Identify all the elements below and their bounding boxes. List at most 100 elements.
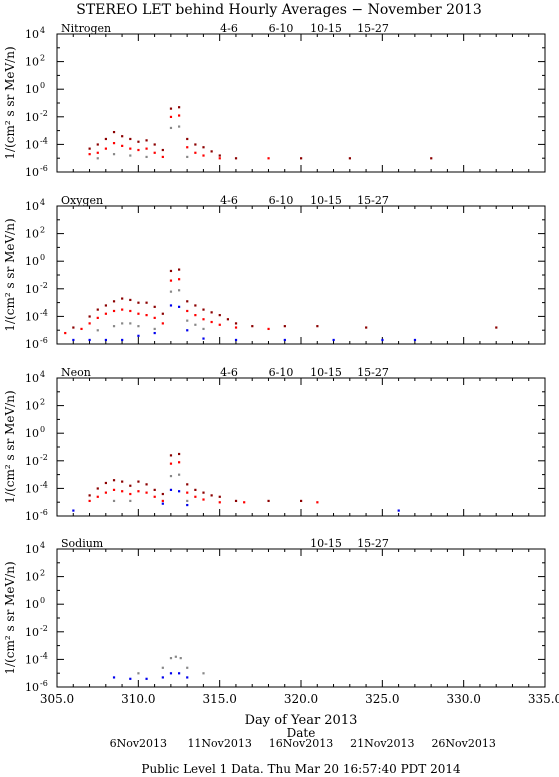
data-point-15-27 bbox=[161, 676, 164, 679]
data-point-6-10 bbox=[137, 312, 140, 315]
data-point-4-6 bbox=[112, 479, 116, 482]
y-tick-label-exponent: -4 bbox=[40, 651, 48, 660]
data-point-6-10 bbox=[161, 155, 164, 159]
data-point-10-15 bbox=[129, 154, 132, 157]
data-point-15-27 bbox=[104, 338, 107, 342]
element-name: Neon bbox=[61, 366, 91, 379]
data-point-4-6 bbox=[218, 314, 221, 317]
data-point-4-6 bbox=[137, 480, 140, 483]
data-point-4-6 bbox=[218, 495, 221, 498]
data-point-4-6 bbox=[365, 326, 368, 329]
data-point-10-15 bbox=[161, 666, 164, 669]
data-point-4-6 bbox=[153, 305, 156, 308]
data-point-4-6 bbox=[316, 325, 319, 328]
data-point-10-15 bbox=[186, 666, 189, 669]
data-point-10-15 bbox=[137, 672, 140, 675]
date-tick-label: 16Nov2013 bbox=[269, 737, 333, 750]
data-point-6-10 bbox=[112, 488, 116, 491]
data-point-4-6 bbox=[283, 325, 286, 328]
data-point-6-10 bbox=[129, 492, 132, 496]
data-point-4-6 bbox=[96, 308, 99, 311]
data-point-6-10 bbox=[194, 495, 197, 498]
y-tick-label-exponent: 2 bbox=[40, 569, 45, 578]
data-point-15-27 bbox=[137, 334, 140, 337]
legend-10-15: 10-15 bbox=[310, 366, 342, 379]
y-tick-label: 10 bbox=[25, 310, 39, 323]
data-point-4-6 bbox=[267, 499, 270, 503]
data-point-10-15 bbox=[186, 155, 189, 159]
data-point-4-6 bbox=[194, 488, 197, 491]
data-point-15-27 bbox=[72, 509, 75, 512]
data-point-4-6 bbox=[194, 304, 197, 307]
data-point-6-10 bbox=[178, 278, 181, 281]
data-point-4-6 bbox=[121, 135, 124, 138]
legend-6-10: 6-10 bbox=[269, 194, 294, 207]
y-tick-label-exponent: 2 bbox=[40, 54, 45, 63]
y-tick-label: 10 bbox=[25, 138, 39, 151]
data-point-6-10 bbox=[316, 501, 319, 504]
data-point-4-6 bbox=[96, 143, 99, 146]
data-point-4-6 bbox=[145, 139, 148, 142]
data-point-4-6 bbox=[178, 106, 181, 109]
data-point-10-15 bbox=[174, 655, 177, 658]
data-point-15-27 bbox=[397, 509, 400, 512]
plot-frame bbox=[56, 548, 546, 688]
data-point-6-10 bbox=[210, 320, 213, 324]
data-point-6-10 bbox=[129, 309, 132, 313]
legend-6-10: 6-10 bbox=[269, 22, 294, 35]
data-point-4-6 bbox=[104, 137, 107, 141]
y-tick-label-exponent: 4 bbox=[40, 541, 45, 550]
data-point-6-10 bbox=[218, 323, 221, 326]
legend-15-27: 15-27 bbox=[357, 194, 389, 207]
data-point-4-6 bbox=[234, 157, 238, 160]
data-point-15-27 bbox=[202, 337, 205, 340]
data-point-6-10 bbox=[178, 114, 181, 117]
data-point-10-15 bbox=[112, 499, 116, 503]
data-point-6-10 bbox=[194, 314, 197, 317]
data-point-15-27 bbox=[178, 672, 181, 675]
data-point-4-6 bbox=[300, 157, 303, 160]
date-tick-label: 11Nov2013 bbox=[187, 737, 251, 750]
data-point-4-6 bbox=[169, 454, 173, 457]
data-point-4-6 bbox=[202, 491, 205, 494]
data-point-6-10 bbox=[64, 331, 67, 335]
data-point-10-15 bbox=[178, 125, 181, 128]
data-point-6-10 bbox=[137, 490, 140, 493]
y-tick-label: 10 bbox=[25, 83, 39, 96]
y-tick-label-exponent: -4 bbox=[40, 480, 48, 489]
data-point-6-10 bbox=[96, 495, 99, 498]
data-point-6-10 bbox=[145, 314, 148, 317]
y-tick-label-exponent: 0 bbox=[40, 81, 45, 90]
footer-text: Public Level 1 Data. Thu Mar 20 16:57:40… bbox=[141, 762, 461, 776]
y-tick-label-exponent: 4 bbox=[40, 198, 45, 207]
y-tick-label: 10 bbox=[25, 255, 39, 268]
y-tick-label: 10 bbox=[25, 427, 39, 440]
data-point-6-10 bbox=[104, 147, 107, 150]
data-point-4-6 bbox=[112, 300, 116, 303]
data-point-6-10 bbox=[202, 318, 205, 321]
data-point-4-6 bbox=[72, 326, 75, 329]
legend-10-15: 10-15 bbox=[310, 194, 342, 207]
data-point-15-27 bbox=[283, 338, 286, 342]
data-point-6-10 bbox=[145, 491, 148, 494]
y-tick-label: 10 bbox=[25, 338, 39, 351]
y-tick-label: 10 bbox=[25, 598, 39, 611]
data-point-6-10 bbox=[129, 147, 132, 150]
y-tick-label-exponent: 0 bbox=[40, 253, 45, 262]
data-point-15-27 bbox=[186, 503, 189, 507]
data-point-4-6 bbox=[300, 499, 303, 503]
y-tick-label-exponent: 4 bbox=[40, 370, 45, 379]
y-tick-label: 10 bbox=[25, 200, 39, 213]
data-point-4-6 bbox=[178, 452, 181, 456]
x-tick-label: 330.0 bbox=[446, 692, 480, 706]
x-tick-label: 310.0 bbox=[121, 692, 155, 706]
element-name: Sodium bbox=[61, 537, 104, 550]
data-point-4-6 bbox=[210, 494, 213, 497]
y-tick-label: 10 bbox=[25, 482, 39, 495]
data-point-4-6 bbox=[104, 481, 107, 485]
y-tick-label: 10 bbox=[25, 653, 39, 666]
legend-4-6: 4-6 bbox=[220, 366, 238, 379]
data-point-6-10 bbox=[186, 146, 189, 149]
y-tick-label-exponent: -6 bbox=[40, 679, 48, 688]
